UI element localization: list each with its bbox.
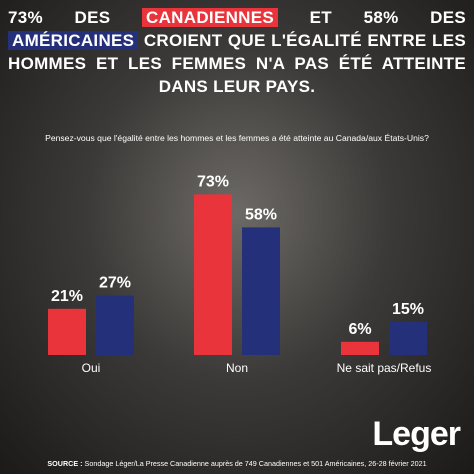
logo: Leger [372,415,461,453]
source-label: SOURCE : [47,459,83,468]
value-label: 73% [197,173,229,190]
value-label: 15% [392,301,424,318]
title-part: CROIENT QUE L'ÉGALITÉ ENTRE LES HOMMES E… [8,31,466,96]
source: SOURCE : Sondage Léger/La Presse Canadie… [0,459,474,468]
legend-highlight: CANADIENNES [142,8,279,27]
value-label: 27% [99,275,131,292]
subtitle: Pensez-vous que l'égalité entre les homm… [45,133,429,143]
title: 73% DES CANADIENNES ET 58% DES AMÉRICAIN… [8,6,466,98]
bar [389,322,427,355]
title-part: 73% DES [8,8,111,27]
bar [96,295,134,355]
value-label: 6% [348,321,371,338]
x-tick-label: Ne sait pas/Refus [337,361,432,375]
legend-highlight: AMÉRICAINES [8,31,139,50]
x-tick-label: Oui [82,361,101,375]
value-label: 58% [245,206,277,223]
bar [341,341,379,355]
bar [242,227,280,355]
bar [194,194,232,355]
source-text: Sondage Léger/La Presse Canadienne auprè… [84,459,427,468]
bar [48,308,86,355]
x-tick-label: Non [226,361,248,375]
title-part: ET 58% DES [309,8,466,27]
value-label: 21% [51,288,83,305]
